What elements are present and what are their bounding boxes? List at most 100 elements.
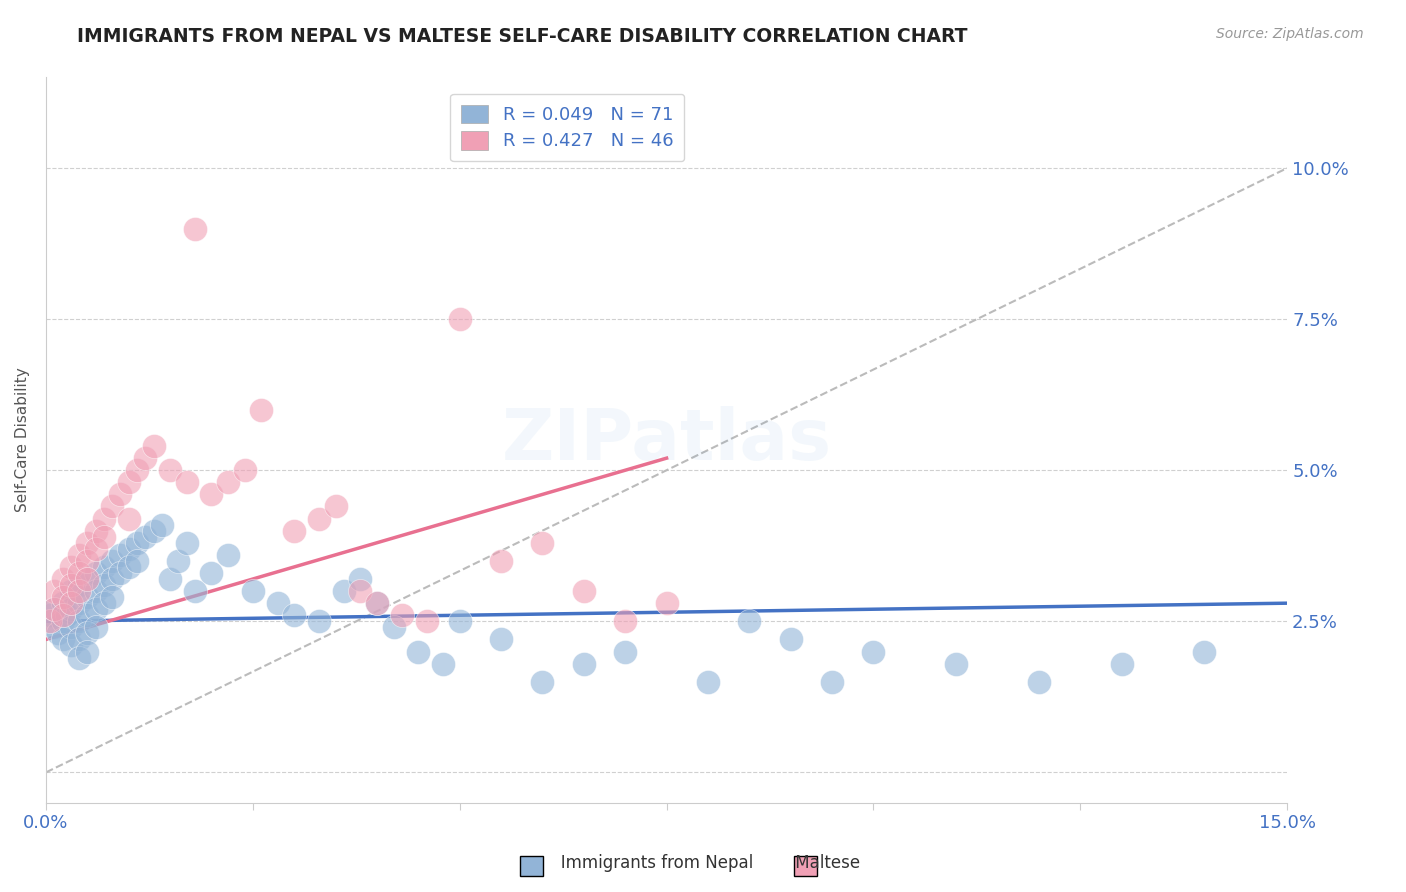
Point (51, 596, 73, 610)
Point (84, 620, 107, 634)
Point (67, 584, 90, 599)
Point (101, 500, 124, 514)
Point (101, 590, 124, 604)
Point (67, 615, 90, 629)
Point (945, 657, 967, 671)
Point (76, 554, 98, 568)
Point (118, 511, 141, 525)
Point (51, 608, 73, 623)
Point (48, 626, 70, 640)
Point (489, 554, 512, 568)
Text: IMMIGRANTS FROM NEPAL VS MALTESE SELF-CARE DISABILITY CORRELATION CHART: IMMIGRANTS FROM NEPAL VS MALTESE SELF-CA… (77, 27, 967, 45)
Point (779, 632, 801, 647)
Point (59, 578, 82, 592)
Point (176, 475, 198, 490)
Point (242, 584, 264, 599)
Point (614, 615, 637, 629)
Point (51, 615, 73, 629)
Point (118, 541, 141, 556)
Point (200, 566, 222, 580)
Point (44, 602, 66, 616)
Point (655, 596, 678, 610)
Point (93, 511, 115, 525)
Point (51, 632, 73, 647)
Point (101, 572, 124, 586)
Point (159, 572, 181, 586)
Point (67, 578, 90, 592)
Point (55, 608, 77, 623)
Point (366, 596, 388, 610)
Point (349, 572, 371, 586)
Point (382, 620, 405, 634)
Point (59, 639, 82, 653)
Point (159, 463, 181, 477)
Point (67, 650, 90, 665)
Point (821, 674, 844, 689)
Point (325, 500, 347, 514)
Point (266, 596, 288, 610)
Point (415, 615, 437, 629)
Point (59, 596, 82, 610)
Point (134, 530, 156, 544)
Point (283, 608, 305, 623)
Point (93, 578, 115, 592)
Point (84, 602, 107, 616)
Point (308, 511, 330, 525)
Point (118, 475, 141, 490)
Point (118, 560, 141, 574)
Point (76, 644, 98, 658)
Point (125, 463, 148, 477)
Point (349, 584, 371, 599)
Point (333, 584, 356, 599)
Point (76, 572, 98, 586)
Point (39, 615, 62, 629)
Point (167, 554, 190, 568)
Point (408, 644, 430, 658)
Point (233, 463, 256, 477)
Point (308, 615, 330, 629)
Point (184, 584, 207, 599)
Point (697, 674, 720, 689)
Point (200, 487, 222, 501)
Point (134, 451, 156, 466)
Point (449, 312, 471, 326)
Point (67, 548, 90, 562)
Point (614, 644, 637, 658)
Point (84, 566, 107, 580)
Point (176, 535, 198, 549)
Point (125, 554, 148, 568)
Point (67, 632, 90, 647)
Point (76, 626, 98, 640)
Point (184, 221, 207, 235)
Y-axis label: Self-Care Disability: Self-Care Disability (15, 368, 30, 512)
Text: Immigrants from Nepal        Maltese: Immigrants from Nepal Maltese (546, 855, 860, 872)
Point (44, 620, 66, 634)
Point (93, 596, 115, 610)
Point (1111, 657, 1133, 671)
Point (432, 657, 454, 671)
Point (110, 548, 132, 562)
Point (250, 402, 273, 417)
Point (76, 590, 98, 604)
Point (217, 548, 239, 562)
Point (59, 602, 82, 616)
Text: Source: ZipAtlas.com: Source: ZipAtlas.com (1216, 27, 1364, 41)
Point (110, 566, 132, 580)
Point (125, 535, 148, 549)
Point (101, 554, 124, 568)
Point (84, 584, 107, 599)
Point (93, 530, 115, 544)
Point (93, 560, 115, 574)
Point (59, 584, 82, 599)
Point (84, 524, 107, 538)
Point (572, 657, 595, 671)
Point (150, 517, 173, 532)
Point (51, 572, 73, 586)
Legend: R = 0.049   N = 71, R = 0.427   N = 46: R = 0.049 N = 71, R = 0.427 N = 46 (450, 94, 685, 161)
Point (110, 487, 132, 501)
Point (1194, 644, 1216, 658)
Point (862, 644, 884, 658)
Text: ZIPatlas: ZIPatlas (502, 406, 832, 475)
Point (44, 602, 66, 616)
Point (67, 566, 90, 580)
